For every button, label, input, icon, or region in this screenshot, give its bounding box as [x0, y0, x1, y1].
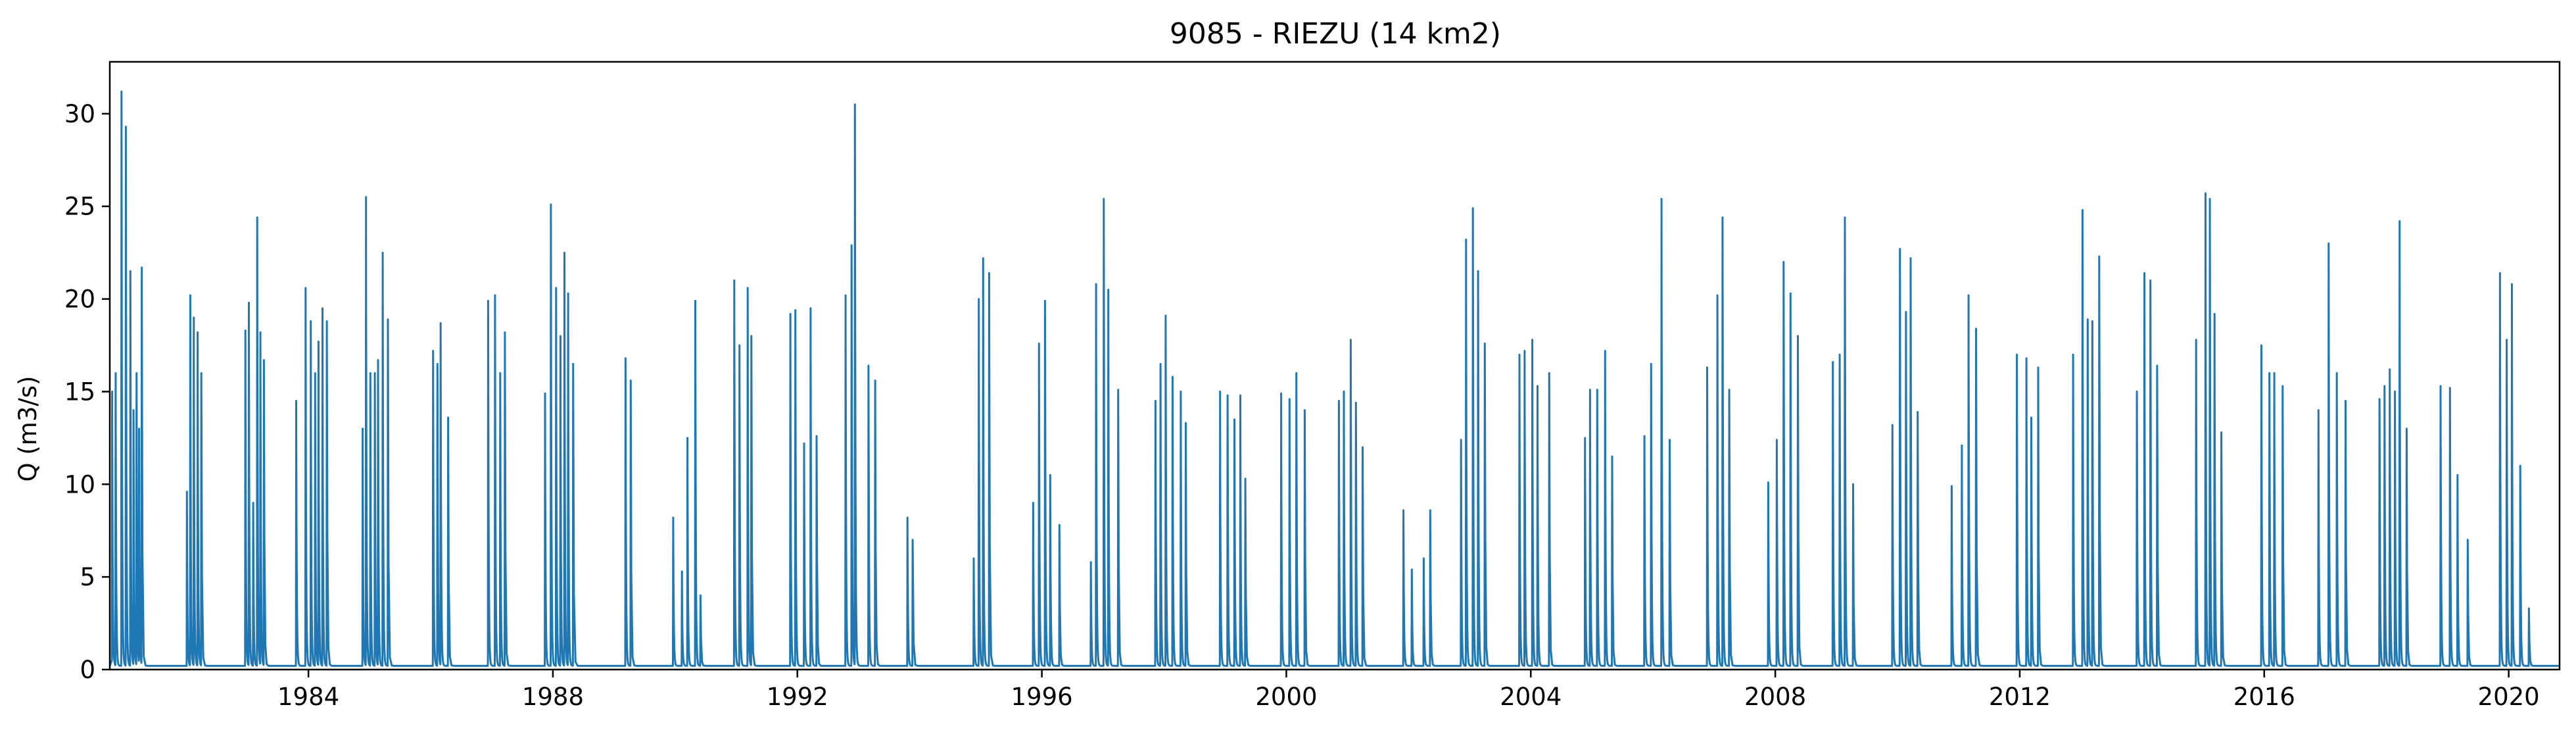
x-tick-label: 2012: [1989, 683, 2051, 711]
x-tick-label: 1996: [1011, 683, 1073, 711]
x-tick-label: 1988: [522, 683, 584, 711]
y-tick-label: 10: [64, 470, 95, 499]
axis-ticks: 1984 1988 1992 1996 2000 2004 2008 2012 2016 2020…: [64, 100, 2540, 711]
flow-line: [108, 90, 2560, 667]
y-tick-label: 25: [64, 193, 95, 221]
chart-title: 9085 - RIEZU (14 km2): [1170, 17, 1501, 51]
x-tick-label: 1984: [277, 683, 339, 711]
y-tick-label: 20: [64, 285, 95, 314]
y-tick-label: 15: [64, 378, 95, 406]
plot-frame: [108, 61, 2561, 671]
x-tick-label: 1992: [767, 683, 828, 711]
y-tick-label: 0: [80, 656, 95, 684]
x-tick-label: 2020: [2478, 683, 2540, 711]
y-tick-label: 5: [80, 563, 95, 591]
x-tick-label: 2004: [1500, 683, 1562, 711]
y-axis-label: Q (m3/s): [14, 376, 42, 481]
x-tick-label: 2008: [1744, 683, 1806, 711]
x-tick-label: 2000: [1255, 683, 1317, 711]
x-tick-label: 2016: [2233, 683, 2295, 711]
flow-series: [108, 90, 2560, 667]
y-tick-label: 30: [64, 100, 95, 128]
